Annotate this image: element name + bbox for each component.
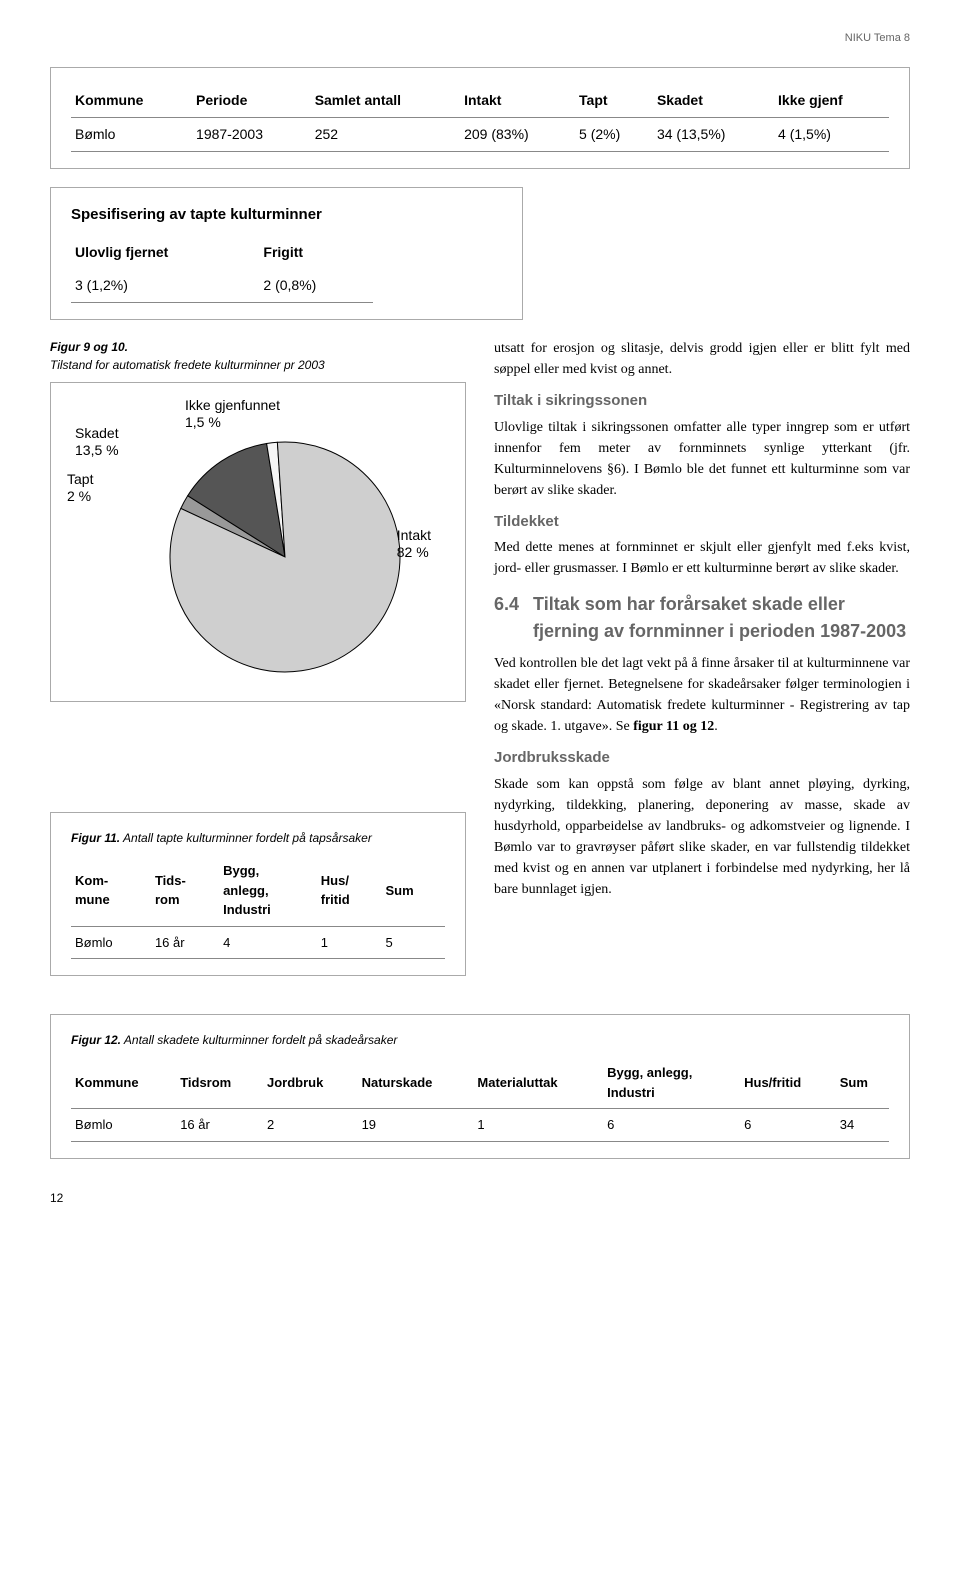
th-frigitt: Frigitt (259, 236, 372, 269)
cell: 1987-2003 (192, 117, 311, 151)
spes-table: Ulovlig fjernet Frigitt 3 (1,2%) 2 (0,8%… (71, 236, 373, 303)
label-skadet: Skadet13,5 % (75, 425, 119, 459)
h-jordbruksskade: Jordbruksskade (494, 747, 910, 770)
section-6-4-head: 6.4 Tiltak som har forårsaket skade elle… (494, 591, 910, 645)
cell: 2 (0,8%) (259, 269, 372, 303)
cell: Bømlo (71, 117, 192, 151)
cell: Bømlo (71, 926, 151, 959)
th: Bygg, anlegg,Industri (603, 1057, 740, 1109)
th-ulovlig: Ulovlig fjernet (71, 236, 259, 269)
th: Kommune (71, 1057, 176, 1109)
th: Sum (836, 1057, 889, 1109)
fig11-table: Kom-mune Tids-rom Bygg,anlegg,Industri H… (71, 855, 445, 959)
cell: 4 (219, 926, 317, 959)
p5: Skade som kan oppstå som følge av blant … (494, 774, 910, 900)
th-periode: Periode (192, 84, 311, 118)
p3: Med dette menes at fornminnet er skjult … (494, 537, 910, 579)
fig9-caption-rest: Tilstand for automatisk fredete kulturmi… (50, 358, 325, 372)
fig11-caption-rest: Antall tapte kulturminner fordelt på tap… (120, 831, 372, 845)
cell: 209 (83%) (460, 117, 575, 151)
cell: 4 (1,5%) (774, 117, 889, 151)
left-column: Figur 9 og 10. Tilstand for automatisk f… (50, 338, 466, 994)
page-header: NIKU Tema 8 (50, 30, 910, 47)
th: Jordbruk (263, 1057, 358, 1109)
cell: 16 år (151, 926, 219, 959)
cell: 6 (740, 1109, 836, 1142)
th-ikkegjenf: Ikke gjenf (774, 84, 889, 118)
fig12-box: Figur 12. Antall skadete kulturminner fo… (50, 1014, 910, 1159)
table-row: Bømlo 16 år 2 19 1 6 6 34 (71, 1109, 889, 1142)
fig12-table: Kommune Tidsrom Jordbruk Naturskade Mate… (71, 1057, 889, 1142)
fig11-box: Figur 11. Antall tapte kulturminner ford… (50, 812, 466, 976)
h-tildekket: Tildekket (494, 511, 910, 534)
th: Bygg,anlegg,Industri (219, 855, 317, 926)
cell: 2 (263, 1109, 358, 1142)
fig11-caption-label: Figur 11. (71, 831, 120, 845)
cell: 1 (317, 926, 382, 959)
fig11-caption: Figur 11. Antall tapte kulturminner ford… (71, 829, 445, 847)
table-row: Bømlo 1987-2003 252 209 (83%) 5 (2%) 34 … (71, 117, 889, 151)
cell: 3 (1,2%) (71, 269, 259, 303)
fig12-caption-rest: Antall skadete kulturminner fordelt på s… (121, 1033, 397, 1047)
cell: 1 (473, 1109, 603, 1142)
label-tapt: Tapt2 % (67, 471, 93, 505)
fig9-caption: Figur 9 og 10. Tilstand for automatisk f… (50, 338, 466, 374)
th: Tidsrom (176, 1057, 263, 1109)
th: Hus/fritid (317, 855, 382, 926)
cell: 252 (311, 117, 460, 151)
h-tiltak: Tiltak i sikringssonen (494, 390, 910, 413)
th-skadet: Skadet (653, 84, 774, 118)
table-row: 3 (1,2%) 2 (0,8%) (71, 269, 373, 303)
page-number: 12 (50, 1189, 910, 1207)
fig12-caption: Figur 12. Antall skadete kulturminner fo… (71, 1031, 889, 1049)
th-samlet: Samlet antall (311, 84, 460, 118)
pie-chart (155, 417, 415, 677)
fig9-caption-label: Figur 9 og 10. (50, 340, 128, 354)
cell: 19 (358, 1109, 474, 1142)
th-intakt: Intakt (460, 84, 575, 118)
p2: Ulovlige tiltak i sikringssonen omfatter… (494, 417, 910, 501)
th: Tids-rom (151, 855, 219, 926)
sec-title: Tiltak som har forårsaket skade eller fj… (533, 591, 910, 645)
cell: Bømlo (71, 1109, 176, 1142)
cell: 34 (13,5%) (653, 117, 774, 151)
cell: 34 (836, 1109, 889, 1142)
cell: 5 (2%) (575, 117, 653, 151)
table1-box: Kommune Periode Samlet antall Intakt Tap… (50, 67, 910, 169)
label-intakt: Intakt82 % (397, 527, 431, 561)
th: Kom-mune (71, 855, 151, 926)
spes-box: Spesifisering av tapte kulturminner Ulov… (50, 187, 523, 321)
th: Naturskade (358, 1057, 474, 1109)
sec-num: 6.4 (494, 591, 519, 645)
label-ikke: Ikke gjenfunnet1,5 % (185, 397, 280, 431)
right-column: utsatt for erosjon og slitasje, delvis g… (494, 338, 910, 994)
th-kommune: Kommune (71, 84, 192, 118)
th: Sum (382, 855, 446, 926)
cell: 6 (603, 1109, 740, 1142)
cell: 5 (382, 926, 446, 959)
th: Materialuttak (473, 1057, 603, 1109)
p1: utsatt for erosjon og slitasje, delvis g… (494, 338, 910, 380)
th: Hus/fritid (740, 1057, 836, 1109)
spes-title: Spesifisering av tapte kulturminner (71, 204, 502, 227)
table1: Kommune Periode Samlet antall Intakt Tap… (71, 84, 889, 152)
p4: Ved kontrollen ble det lagt vekt på å fi… (494, 653, 910, 737)
cell: 16 år (176, 1109, 263, 1142)
pie-container: Skadet13,5 % Tapt2 % Ikke gjenfunnet1,5 … (50, 382, 466, 702)
table-row: Bømlo 16 år 4 1 5 (71, 926, 445, 959)
fig12-caption-label: Figur 12. (71, 1033, 121, 1047)
th-tapt: Tapt (575, 84, 653, 118)
